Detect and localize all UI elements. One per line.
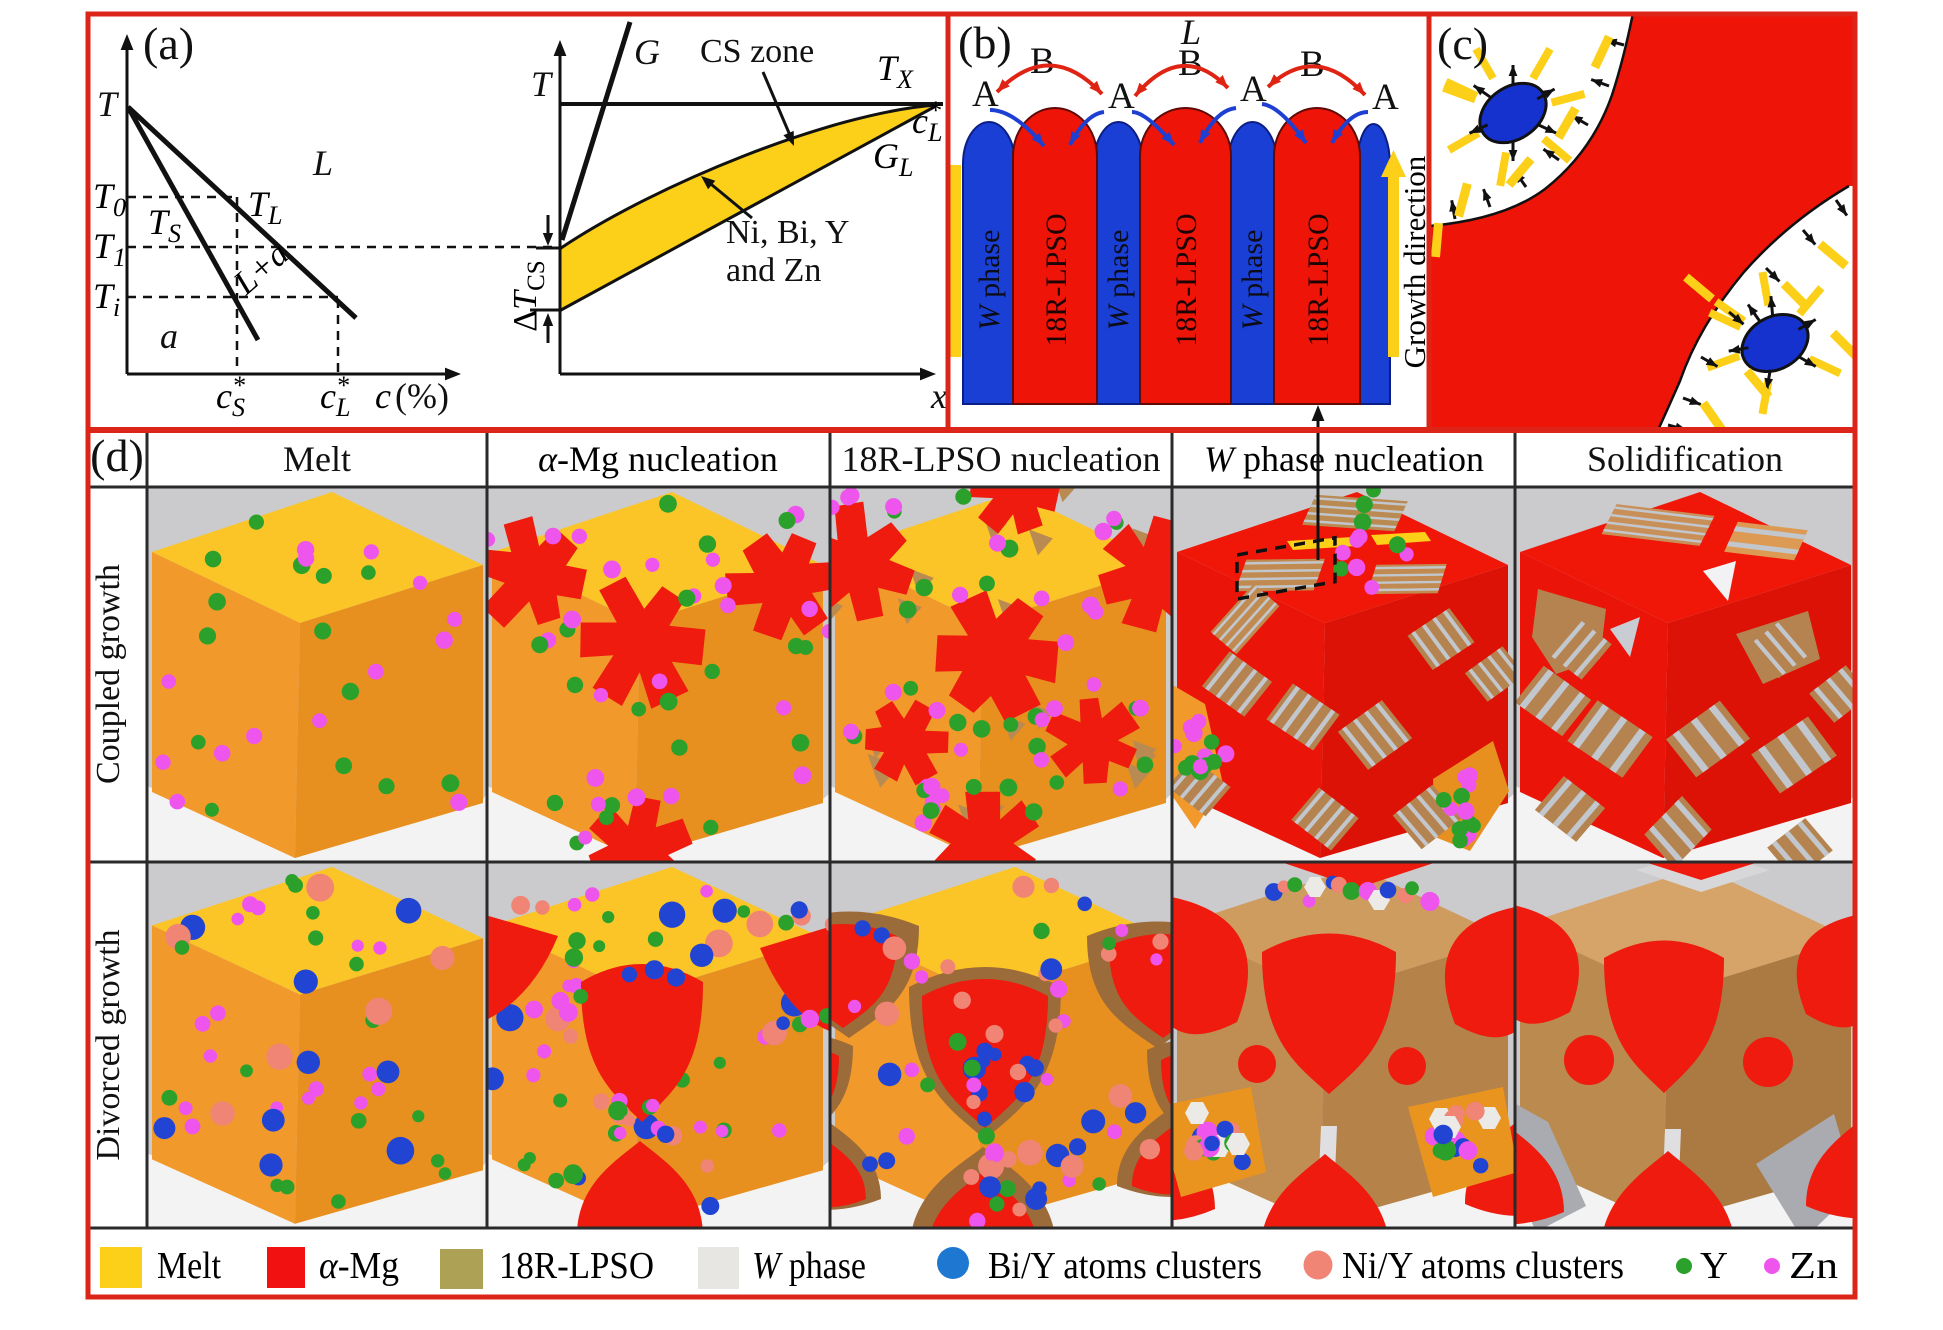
svg-text:TX: TX [877, 48, 914, 94]
svg-text:W phase: W phase [752, 1245, 866, 1287]
svg-text:A: A [1108, 76, 1135, 117]
svg-text:TL: TL [248, 184, 283, 230]
svg-text:GL: GL [873, 136, 913, 182]
svg-text:B: B [1178, 43, 1203, 84]
svg-text:a: a [160, 316, 178, 356]
svg-text:18R-LPSO: 18R-LPSO [499, 1245, 654, 1287]
svg-text:T: T [531, 64, 554, 104]
svg-text:Growth direction: Growth direction [1397, 155, 1432, 368]
svg-text:Coupled growth: Coupled growth [90, 564, 127, 784]
svg-text:Y: Y [1700, 1245, 1728, 1287]
svg-text:T: T [97, 84, 120, 124]
svg-text:T1: T1 [93, 226, 126, 272]
svg-text:ΔTCS: ΔTCS [507, 260, 550, 331]
svg-text:(a): (a) [143, 18, 194, 69]
svg-text:α-Mg nucleation: α-Mg nucleation [538, 439, 778, 479]
svg-text:(b): (b) [958, 17, 1012, 68]
svg-text:and Zn: and Zn [726, 252, 821, 289]
svg-text:W phase nucleation: W phase nucleation [1204, 439, 1484, 479]
svg-text:c*S: c* S [216, 371, 245, 422]
svg-text:TS: TS [148, 202, 181, 248]
svg-text:W phase: W phase [1102, 230, 1135, 331]
svg-text:T0: T0 [93, 176, 126, 222]
svg-text:Melt: Melt [283, 439, 351, 479]
svg-text:α-Mg: α-Mg [319, 1245, 399, 1287]
svg-text:18R-LPSO: 18R-LPSO [1040, 213, 1073, 346]
svg-text:x: x [930, 376, 947, 416]
svg-text:Melt: Melt [157, 1245, 221, 1287]
svg-text:Bi/Y atoms clusters: Bi/Y atoms clusters [988, 1245, 1262, 1287]
svg-text:c: c [375, 376, 391, 416]
svg-text:Ti: Ti [93, 276, 120, 322]
svg-text:Ni, Bi, Y: Ni, Bi, Y [726, 214, 849, 251]
svg-text:G: G [634, 32, 660, 72]
svg-text:(%): (%) [395, 376, 449, 416]
svg-text:(c): (c) [1437, 18, 1488, 69]
svg-text:(d): (d) [90, 430, 144, 481]
svg-text:W phase: W phase [1236, 230, 1269, 331]
svg-text:B: B [1030, 41, 1055, 82]
svg-text:c*L: c* L [912, 96, 942, 147]
svg-text:W phase: W phase [973, 230, 1006, 331]
svg-text:Zn: Zn [1789, 1245, 1838, 1287]
svg-text:Divorced growth: Divorced growth [90, 929, 127, 1160]
svg-text:A: A [1372, 77, 1399, 118]
svg-text:18R-LPSO: 18R-LPSO [1170, 213, 1203, 346]
svg-text:L: L [1180, 12, 1201, 52]
svg-text:A: A [972, 74, 999, 115]
svg-text:18R-LPSO nucleation: 18R-LPSO nucleation [842, 439, 1161, 479]
svg-text:Solidification: Solidification [1587, 439, 1783, 479]
svg-text:Ni/Y atoms clusters: Ni/Y atoms clusters [1342, 1245, 1624, 1287]
svg-text:18R-LPSO: 18R-LPSO [1302, 213, 1335, 346]
svg-text:CS zone: CS zone [700, 33, 814, 70]
svg-text:c*L: c* L [320, 371, 350, 422]
svg-text:L: L [312, 143, 333, 183]
